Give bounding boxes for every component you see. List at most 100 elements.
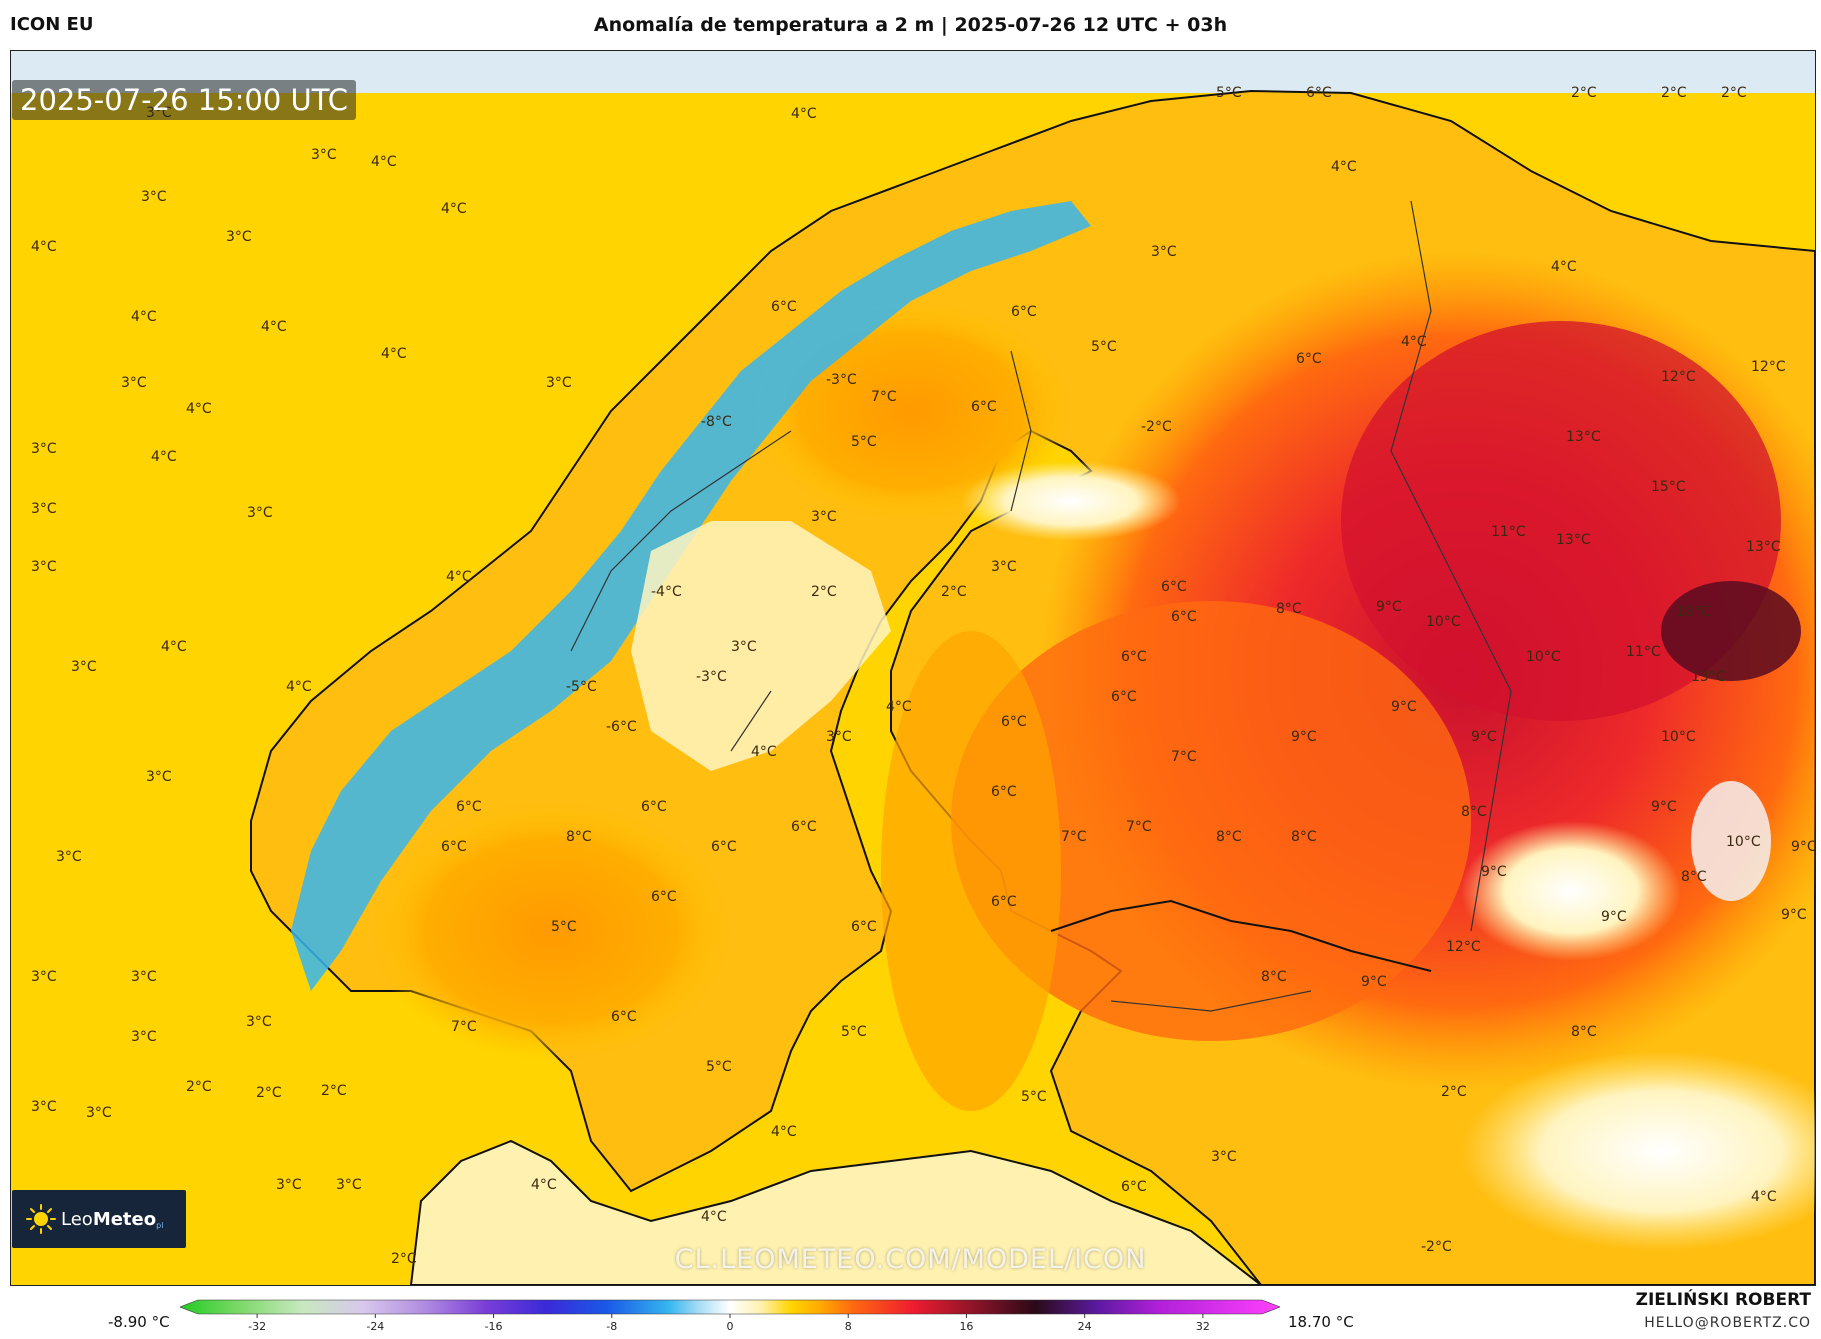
map-label: -6°C: [606, 719, 637, 735]
logo-wordmark: LeoMeteopl: [61, 1208, 164, 1230]
map-label: 4°C: [886, 699, 912, 715]
map-label: 3°C: [336, 1177, 362, 1193]
map-label: 13°C: [1566, 429, 1601, 445]
pale-spot: [1691, 781, 1771, 901]
map-label: 2°C: [186, 1079, 212, 1095]
map-label: 9°C: [1651, 799, 1677, 815]
map-label: 4°C: [381, 346, 407, 362]
colorbar-bar: [180, 1299, 1280, 1315]
map-label: 3°C: [141, 189, 167, 205]
map-canvas[interactable]: 3°C 3°C 4°C 4°C 5°C 6°C 2°C 2°C 2°C 3°C …: [10, 50, 1816, 1286]
map-label: 5°C: [551, 919, 577, 935]
map-label: 3°C: [131, 1029, 157, 1045]
map-label: 4°C: [771, 1124, 797, 1140]
map-label: 5°C: [841, 1024, 867, 1040]
author-name: ZIELIŃSKI ROBERT: [1635, 1290, 1811, 1310]
map-label: 3°C: [826, 729, 852, 745]
colorbar-tick-label: 24: [1078, 1320, 1092, 1333]
map-label: 6°C: [456, 799, 482, 815]
map-label: 9°C: [1471, 729, 1497, 745]
map-label: -3°C: [696, 669, 727, 685]
map-label: 5°C: [1021, 1089, 1047, 1105]
map-label: -5°C: [566, 679, 597, 695]
map-label: 4°C: [1331, 159, 1357, 175]
map-label: 4°C: [751, 744, 777, 760]
map-label: 9°C: [1391, 699, 1417, 715]
map-label: -2°C: [1421, 1239, 1452, 1255]
valid-time-badge: 2025-07-26 15:00 UTC: [12, 80, 357, 120]
map-label: 3°C: [131, 969, 157, 985]
pale-russia: [1461, 821, 1681, 961]
map-label: 7°C: [1126, 819, 1152, 835]
map-label: 6°C: [641, 799, 667, 815]
colorbar-max-label: 18.70 °C: [1288, 1313, 1354, 1331]
map-label: 10°C: [1661, 729, 1696, 745]
map-label: 6°C: [1011, 304, 1037, 320]
colorbar-tick-label: 32: [1196, 1320, 1210, 1333]
source-watermark: CL.LEOMETEO.COM/MODEL/ICON: [674, 1244, 1147, 1275]
colorbar-tick-label: -8: [606, 1320, 617, 1333]
map-label: -3°C: [826, 372, 857, 388]
map-label: 4°C: [441, 201, 467, 217]
map-label: 6°C: [1161, 579, 1187, 595]
border-lines: [570, 200, 1512, 1012]
map-label: 8°C: [1276, 601, 1302, 617]
map-label: 4°C: [791, 106, 817, 122]
map-label: 3°C: [31, 441, 57, 457]
map-label: 3°C: [31, 559, 57, 575]
map-label: 3°C: [246, 1014, 272, 1030]
map-label: 5°C: [706, 1059, 732, 1075]
author-email[interactable]: HELLO@ROBERTZ.CO: [1644, 1315, 1811, 1331]
colorbar-tick-label: -24: [366, 1320, 384, 1333]
map-label: 3°C: [247, 505, 273, 521]
map-label: 4°C: [151, 449, 177, 465]
map-label: 8°C: [1216, 829, 1242, 845]
leometeo-logo[interactable]: LeoMeteopl: [12, 1190, 186, 1248]
map-labels: 3°C 3°C 4°C 4°C 5°C 6°C 2°C 2°C 2°C 3°C …: [31, 85, 1815, 1267]
map-label: 6°C: [1121, 1179, 1147, 1195]
colorbar-tick-label: 16: [959, 1320, 973, 1333]
map-label: 6°C: [971, 399, 997, 415]
map-label: 3°C: [146, 769, 172, 785]
map-label: 12°C: [1751, 359, 1786, 375]
map-title: Anomalía de temperatura a 2 m | 2025-07-…: [593, 14, 1228, 36]
model-name: ICON EU: [10, 14, 94, 35]
map-label: 4°C: [286, 679, 312, 695]
map-label: 5°C: [1216, 85, 1242, 101]
map-label: 3°C: [31, 969, 57, 985]
map-label: 7°C: [1061, 829, 1087, 845]
map-label: 11°C: [1626, 644, 1661, 660]
map-label: 6°C: [1121, 649, 1147, 665]
bothnia-warm: [881, 631, 1061, 1111]
colorbar: -32 -24 -16 -8 0 8 16 24 32: [180, 1299, 1280, 1333]
map-label: 9°C: [1601, 909, 1627, 925]
map-label: 9°C: [1791, 839, 1815, 855]
map-label: 7°C: [871, 389, 897, 405]
map-label: 4°C: [531, 1177, 557, 1193]
map-label: 18°C: [1676, 604, 1711, 620]
map-label: 3°C: [276, 1177, 302, 1193]
map-label: 2°C: [1571, 85, 1597, 101]
colorbar-tick-label: 0: [727, 1320, 734, 1333]
map-label: 6°C: [991, 894, 1017, 910]
map-label: 2°C: [391, 1251, 417, 1267]
map-label: 6°C: [771, 299, 797, 315]
map-label: 2°C: [941, 584, 967, 600]
map-label: 9°C: [1781, 907, 1807, 923]
map-label: 3°C: [311, 147, 337, 163]
map-label: 3°C: [71, 659, 97, 675]
map-label: 5°C: [1091, 339, 1117, 355]
map-label: 10°C: [1726, 834, 1761, 850]
pale-south: [1461, 1051, 1815, 1251]
map-label: 4°C: [186, 401, 212, 417]
map-label: 2°C: [321, 1083, 347, 1099]
map-label: 6°C: [791, 819, 817, 835]
map-label: 12°C: [1446, 939, 1481, 955]
map-label: 13°C: [1691, 669, 1726, 685]
gulf-coast: [1050, 899, 1432, 972]
map-label: 6°C: [1306, 85, 1332, 101]
map-label: 4°C: [261, 319, 287, 335]
map-label: 3°C: [31, 1099, 57, 1115]
pale-north: [961, 461, 1181, 541]
map-label: 2°C: [1721, 85, 1747, 101]
